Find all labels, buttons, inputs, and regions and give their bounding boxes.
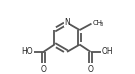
Text: 3: 3 — [99, 22, 102, 27]
Text: HO: HO — [21, 47, 33, 56]
Text: O: O — [41, 65, 46, 74]
Text: OH: OH — [102, 47, 113, 56]
Text: N: N — [64, 18, 70, 27]
Text: CH: CH — [92, 20, 102, 26]
Text: O: O — [88, 65, 94, 74]
